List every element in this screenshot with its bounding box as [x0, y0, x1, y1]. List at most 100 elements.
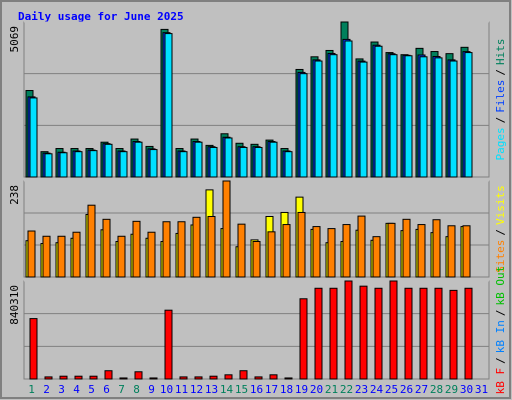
legend-entry: kB F — [494, 368, 507, 395]
bar — [449, 60, 458, 178]
x-tick-label: 31 — [475, 383, 488, 396]
bar — [224, 137, 233, 178]
x-tick-label: 10 — [160, 383, 173, 396]
legend-separator: / — [494, 69, 507, 76]
y-tick-label: 238 — [8, 185, 21, 205]
bar — [402, 218, 411, 278]
x-tick-label: 12 — [190, 383, 203, 396]
y-tick-label: 840310 — [8, 285, 21, 325]
bar — [194, 376, 203, 380]
bar — [57, 235, 66, 278]
bar — [104, 143, 113, 178]
legend-entry: Pages — [494, 127, 507, 160]
x-tick-label: 13 — [205, 383, 218, 396]
legend-entry: kB Out — [494, 266, 507, 306]
x-tick-label: 14 — [220, 383, 234, 396]
bar — [59, 152, 68, 178]
bar — [237, 223, 246, 278]
bar — [432, 219, 441, 278]
bar — [344, 280, 353, 380]
x-tick-label: 2 — [43, 383, 50, 396]
bar — [192, 216, 201, 278]
bar — [449, 289, 458, 380]
bar — [149, 149, 158, 178]
x-tick-label: 18 — [280, 383, 293, 396]
bar — [372, 236, 381, 278]
bar — [87, 204, 96, 278]
bar — [417, 224, 426, 278]
bar — [119, 151, 128, 178]
x-tick-label: 30 — [460, 383, 473, 396]
bar — [267, 231, 276, 278]
x-tick-label: 9 — [148, 383, 155, 396]
bar — [224, 374, 233, 380]
bar — [222, 180, 231, 278]
bar — [312, 226, 321, 278]
x-tick-label: 7 — [118, 383, 125, 396]
bar — [134, 371, 143, 380]
bar — [284, 151, 293, 178]
bar — [387, 222, 396, 278]
legend-entry: Hits — [494, 39, 507, 66]
bar — [434, 57, 443, 178]
bar — [252, 241, 261, 278]
bar — [299, 73, 308, 178]
bar — [149, 377, 158, 380]
bar — [297, 211, 306, 278]
x-tick-label: 26 — [400, 383, 413, 396]
legend: Sites / Visits — [494, 185, 507, 273]
x-tick-label: 19 — [295, 383, 308, 396]
bar — [29, 97, 38, 178]
x-tick-label: 20 — [310, 383, 323, 396]
bar — [314, 60, 323, 178]
x-tick-label: 5 — [88, 383, 95, 396]
bar — [164, 33, 173, 178]
x-tick-label: 1 — [28, 383, 35, 396]
legend: Pages / Files / Hits — [494, 39, 507, 161]
bar — [179, 376, 188, 380]
bar — [239, 370, 248, 380]
bar — [342, 224, 351, 278]
legend: kB F / kB In / kB Out — [494, 266, 507, 395]
bar — [404, 55, 413, 178]
bar — [389, 280, 398, 380]
bar — [102, 218, 111, 278]
x-tick-label: 23 — [355, 383, 368, 396]
bar — [314, 287, 323, 380]
legend-separator: / — [494, 357, 507, 364]
bar — [132, 220, 141, 278]
bar — [359, 61, 368, 178]
bar — [389, 54, 398, 178]
x-tick-label: 29 — [445, 383, 458, 396]
bar — [374, 45, 383, 178]
x-tick-label: 25 — [385, 383, 398, 396]
bar — [42, 235, 51, 278]
x-tick-label: 17 — [265, 383, 278, 396]
bar — [59, 375, 68, 380]
plot-area — [23, 280, 490, 380]
legend-separator: / — [494, 229, 507, 236]
x-tick-label: 15 — [235, 383, 248, 396]
bar — [254, 146, 263, 178]
bar — [419, 287, 428, 380]
chart-title: Daily usage for June 2025 — [18, 10, 184, 23]
legend-entry: Sites — [494, 240, 507, 273]
x-tick-label: 21 — [325, 383, 338, 396]
y-tick-label: 5069 — [8, 26, 21, 53]
bar — [239, 146, 248, 178]
x-tick-label: 27 — [415, 383, 428, 396]
bar — [44, 153, 53, 178]
bar — [27, 230, 36, 278]
bar — [284, 377, 293, 380]
bar — [29, 318, 38, 380]
bar — [269, 374, 278, 380]
bar — [209, 146, 218, 178]
bar — [134, 141, 143, 178]
bar — [359, 285, 368, 380]
legend-separator: / — [494, 117, 507, 124]
bar — [207, 215, 216, 278]
bar — [164, 309, 173, 380]
legend-separator: / — [494, 309, 507, 316]
